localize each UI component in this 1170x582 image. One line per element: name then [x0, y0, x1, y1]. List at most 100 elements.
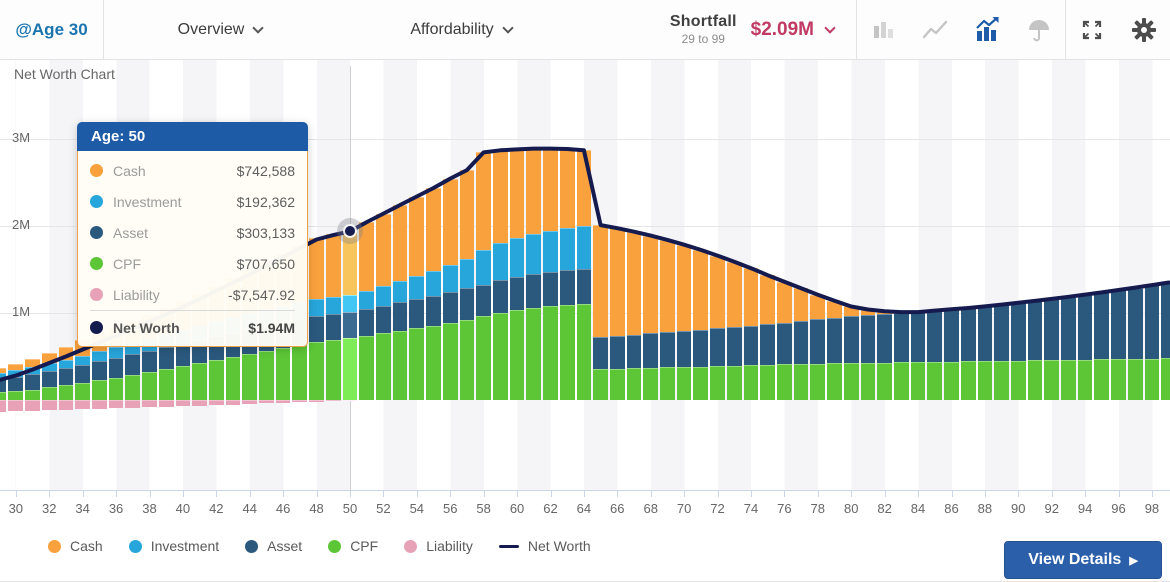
bar-age-55[interactable]	[426, 60, 441, 490]
chart-type-switcher	[857, 0, 1065, 60]
liability-segment	[309, 400, 324, 402]
combo-chart-icon[interactable]	[961, 0, 1013, 60]
affordability-dropdown[interactable]: Affordability	[336, 21, 586, 39]
x-tick	[216, 491, 218, 497]
bar-age-81[interactable]	[860, 60, 876, 490]
bar-age-89[interactable]	[994, 60, 1009, 490]
bar-age-62[interactable]	[543, 60, 558, 490]
investment-segment	[442, 264, 458, 293]
bar-age-78[interactable]	[810, 60, 826, 490]
cash-segment	[559, 149, 575, 229]
bar-age-30[interactable]	[8, 60, 24, 490]
bar-age-68[interactable]	[643, 60, 659, 490]
bar-age-98[interactable]	[1144, 60, 1160, 490]
legend-item-asset[interactable]: Asset	[245, 538, 302, 554]
bar-age-60[interactable]	[509, 60, 525, 490]
bar-age-51[interactable]	[359, 60, 374, 490]
legend-item-cash[interactable]: Cash	[48, 538, 103, 554]
x-axis-label-46: 46	[275, 501, 291, 516]
bar-age-96[interactable]	[1111, 60, 1126, 490]
bar-age-48[interactable]	[309, 60, 324, 490]
x-axis-label-30: 30	[8, 501, 24, 516]
bar-age-86[interactable]	[944, 60, 959, 490]
liability-segment	[275, 400, 291, 403]
bar-age-50[interactable]	[342, 60, 358, 490]
bar-age-29[interactable]	[0, 60, 7, 490]
bar-age-33[interactable]	[58, 60, 74, 490]
tooltip-row-investment: Investment $192,362	[90, 186, 295, 217]
cpf-segment	[994, 360, 1009, 400]
bar-age-75[interactable]	[760, 60, 775, 490]
bar-age-31[interactable]	[25, 60, 40, 490]
bar-age-84[interactable]	[910, 60, 926, 490]
line-chart-icon[interactable]	[909, 0, 961, 60]
bar-age-93[interactable]	[1061, 60, 1076, 490]
cpf-segment	[392, 330, 408, 400]
y-axis-label-1m: 1M	[12, 304, 31, 319]
bar-age-94[interactable]	[1077, 60, 1093, 490]
bar-age-66[interactable]	[609, 60, 625, 490]
bar-age-71[interactable]	[693, 60, 709, 490]
bar-age-73[interactable]	[726, 60, 742, 490]
fullscreen-icon[interactable]	[1066, 0, 1118, 60]
cpf-segment	[877, 362, 892, 400]
bar-age-52[interactable]	[376, 60, 391, 490]
bar-age-77[interactable]	[793, 60, 809, 490]
bar-age-56[interactable]	[442, 60, 458, 490]
legend-item-liability[interactable]: Liability	[404, 538, 473, 554]
bar-age-99[interactable]	[1161, 60, 1170, 490]
bar-age-90[interactable]	[1010, 60, 1026, 490]
bar-age-70[interactable]	[676, 60, 692, 490]
bar-age-97[interactable]	[1127, 60, 1143, 490]
bar-age-88[interactable]	[977, 60, 993, 490]
overview-dropdown[interactable]: Overview	[104, 21, 336, 39]
bar-age-57[interactable]	[459, 60, 475, 490]
liability-segment	[158, 400, 174, 407]
cpf-segment	[509, 310, 525, 400]
bar-age-74[interactable]	[743, 60, 759, 490]
bar-age-53[interactable]	[392, 60, 408, 490]
age-selector[interactable]: @Age 30	[15, 19, 88, 39]
bar-age-54[interactable]	[409, 60, 425, 490]
bar-chart-icon[interactable]	[857, 0, 909, 60]
bar-age-67[interactable]	[626, 60, 642, 490]
bar-age-79[interactable]	[827, 60, 842, 490]
bar-age-58[interactable]	[476, 60, 491, 490]
cpf-segment	[927, 361, 943, 400]
bar-age-95[interactable]	[1094, 60, 1110, 490]
legend-item-cpf[interactable]: CPF	[328, 538, 378, 554]
bar-age-32[interactable]	[41, 60, 57, 490]
view-details-button[interactable]: View Details ▶	[1004, 541, 1162, 579]
legend-item-net-worth[interactable]: Net Worth	[498, 538, 591, 554]
bar-age-61[interactable]	[526, 60, 542, 490]
x-axis-label-52: 52	[376, 501, 391, 516]
bar-age-63[interactable]	[559, 60, 575, 490]
umbrella-icon[interactable]	[1013, 0, 1065, 60]
cpf-segment	[693, 366, 709, 400]
bar-age-65[interactable]	[593, 60, 608, 490]
bar-age-59[interactable]	[492, 60, 508, 490]
bar-age-80[interactable]	[843, 60, 859, 490]
x-axis-label-62: 62	[543, 501, 558, 516]
investment-segment	[325, 297, 341, 314]
cpf-segment	[593, 369, 608, 400]
bar-age-85[interactable]	[927, 60, 943, 490]
tooltip-series-name: Net Worth	[113, 319, 180, 336]
cash-segment	[309, 237, 324, 300]
bar-age-83[interactable]	[893, 60, 909, 490]
bar-age-64[interactable]	[576, 60, 592, 490]
bar-age-49[interactable]	[325, 60, 341, 490]
bar-age-92[interactable]	[1044, 60, 1060, 490]
bar-age-82[interactable]	[877, 60, 892, 490]
cpf-segment	[242, 353, 258, 400]
settings-gear-icon[interactable]	[1118, 0, 1170, 60]
bar-age-69[interactable]	[660, 60, 675, 490]
shortfall-dropdown[interactable]: Shortfall 29 to 99 $2.09M	[670, 13, 856, 46]
cash-segment	[58, 346, 74, 360]
bar-age-91[interactable]	[1027, 60, 1043, 490]
bar-age-76[interactable]	[777, 60, 792, 490]
cash-segment	[676, 244, 692, 331]
legend-item-investment[interactable]: Investment	[128, 538, 219, 554]
bar-age-72[interactable]	[710, 60, 725, 490]
bar-age-87[interactable]	[960, 60, 976, 490]
